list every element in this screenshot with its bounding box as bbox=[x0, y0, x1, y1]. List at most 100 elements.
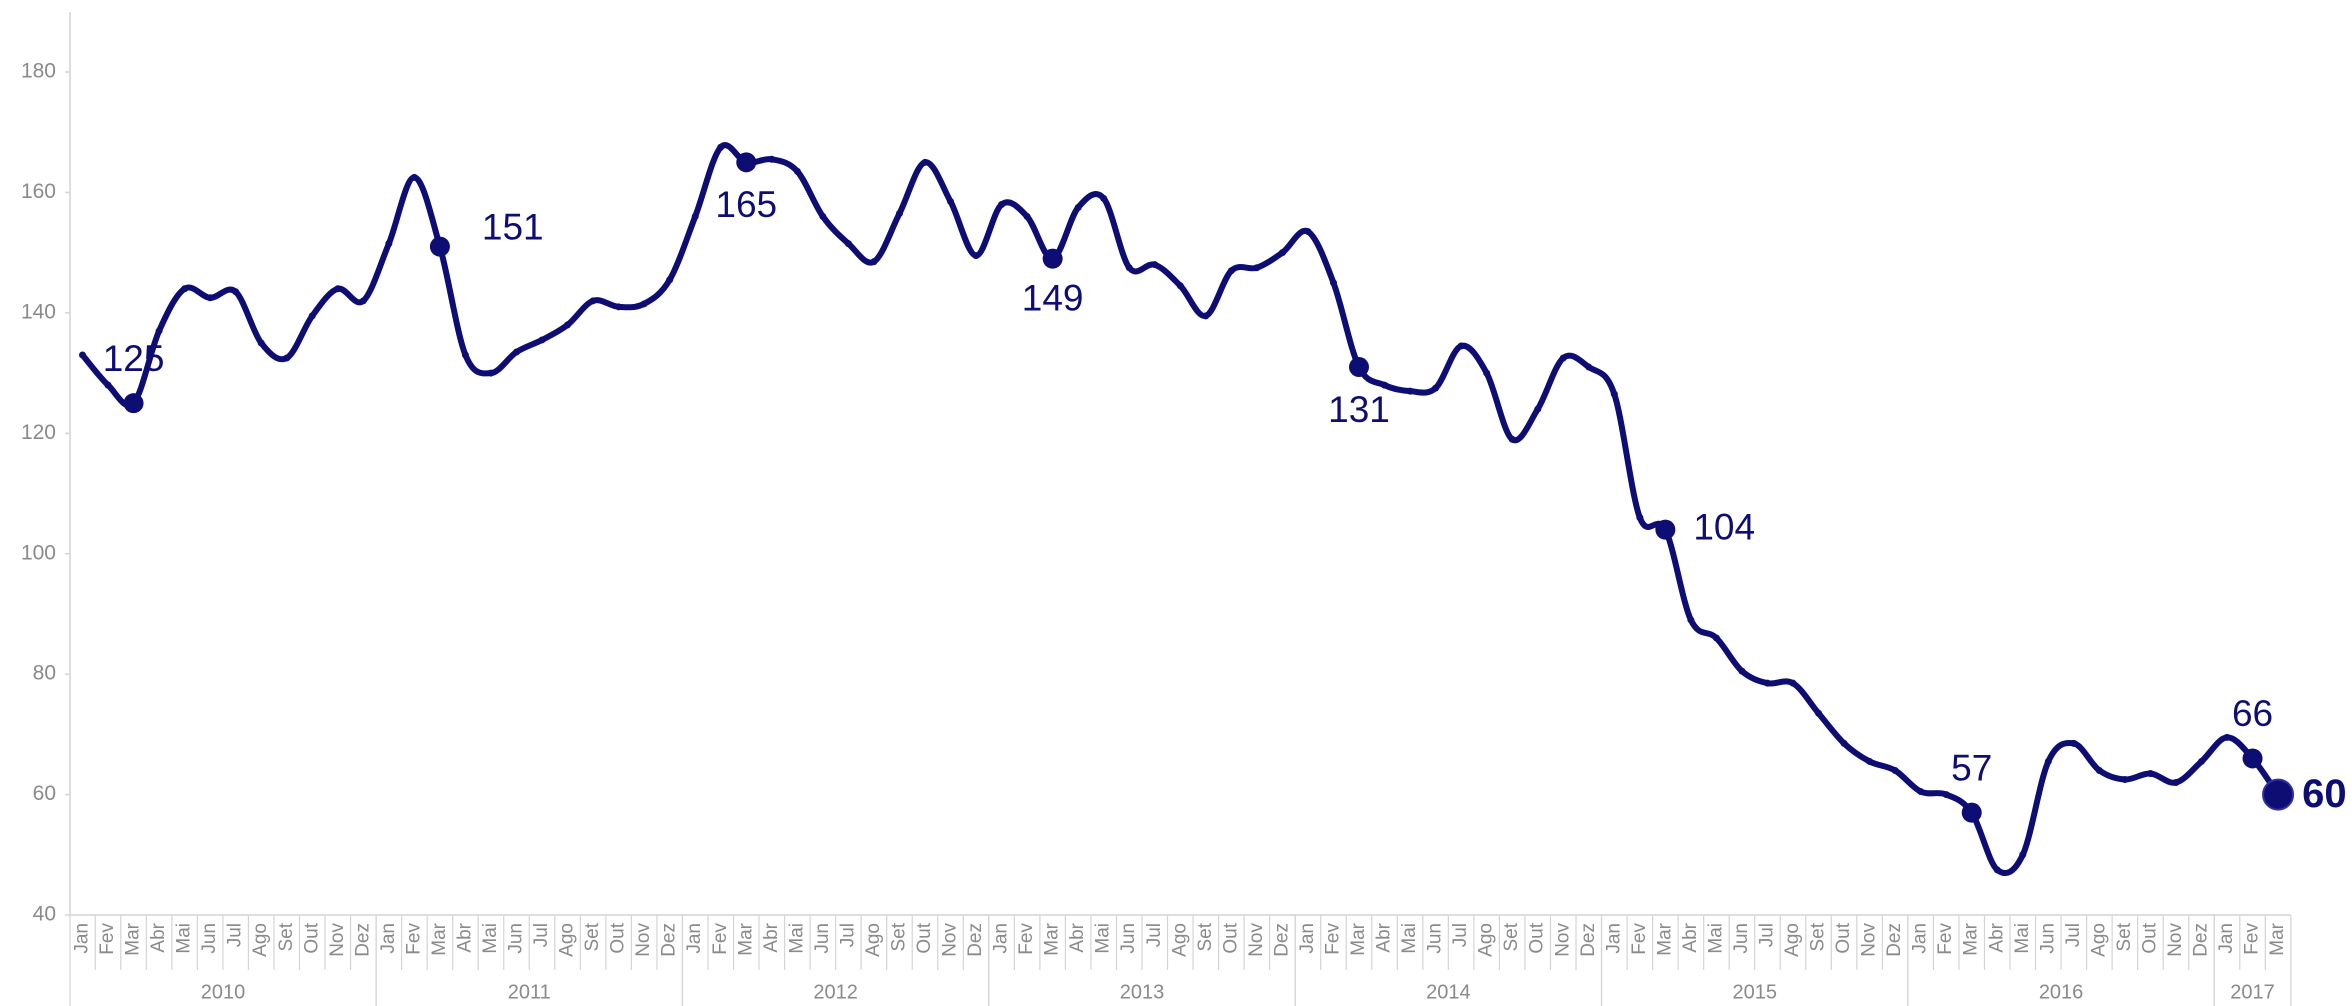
point bbox=[2262, 778, 2295, 811]
point bbox=[1349, 357, 1369, 378]
point bbox=[206, 294, 214, 302]
point bbox=[308, 312, 316, 320]
x-tick-label: Out bbox=[301, 922, 322, 953]
point bbox=[1585, 363, 1593, 371]
year-label: 2017 bbox=[2230, 981, 2275, 1003]
x-tick-label: Dez bbox=[1578, 923, 1599, 957]
point bbox=[123, 393, 144, 414]
x-tick-label: Out bbox=[1527, 922, 1548, 953]
point bbox=[1278, 249, 1286, 257]
x-tick-label: Jul bbox=[2063, 923, 2084, 947]
x-tick-label: Nov bbox=[1246, 923, 1267, 957]
x-tick-label: Abr bbox=[1374, 922, 1395, 952]
y-tick-label: 180 bbox=[21, 60, 56, 83]
x-tick-label: Ago bbox=[863, 923, 884, 957]
point bbox=[1074, 203, 1082, 211]
point bbox=[2146, 769, 2154, 777]
data-label: 57 bbox=[1951, 747, 1992, 788]
point bbox=[717, 143, 725, 151]
point bbox=[768, 155, 776, 163]
x-tick-label: Abr bbox=[1680, 922, 1701, 952]
point bbox=[1636, 514, 1644, 522]
y-tick-label: 140 bbox=[21, 300, 56, 323]
point bbox=[410, 173, 418, 181]
x-tick-label: Fev bbox=[1322, 923, 1343, 955]
point bbox=[1815, 709, 1823, 717]
point bbox=[1253, 264, 1261, 272]
point bbox=[1789, 679, 1797, 687]
x-tick-label: Abr bbox=[148, 922, 169, 952]
x-tick-label: Out bbox=[1220, 922, 1241, 953]
point bbox=[1763, 679, 1771, 687]
x-tick-label: Fev bbox=[1629, 923, 1650, 955]
x-tick-label: Jan bbox=[1910, 923, 1931, 954]
x-tick-label: Out bbox=[914, 922, 935, 953]
data-label: 66 bbox=[2232, 693, 2273, 734]
x-tick-label: Mar bbox=[1042, 922, 1063, 955]
point bbox=[1534, 405, 1542, 413]
y-tick-label: 160 bbox=[21, 180, 56, 203]
point bbox=[1381, 381, 1389, 389]
y-tick-label: 80 bbox=[33, 662, 56, 685]
data-label: 125 bbox=[103, 338, 165, 379]
point bbox=[155, 327, 163, 335]
x-tick-label: Jan bbox=[684, 923, 705, 954]
point bbox=[691, 213, 699, 221]
x-tick-label: Jun bbox=[506, 923, 527, 954]
data-label: 104 bbox=[1693, 506, 1755, 547]
data-label: 149 bbox=[1022, 277, 1084, 318]
year-label: 2012 bbox=[813, 981, 858, 1003]
point bbox=[1100, 194, 1108, 202]
y-tick-label: 120 bbox=[21, 421, 56, 444]
point bbox=[972, 252, 980, 260]
point bbox=[257, 339, 265, 347]
x-tick-label: Jul bbox=[1756, 923, 1777, 947]
year-label: 2015 bbox=[1732, 981, 1777, 1003]
x-tick-label: Mar bbox=[735, 922, 756, 955]
point bbox=[736, 152, 757, 173]
point bbox=[2121, 776, 2129, 784]
point bbox=[1042, 248, 1063, 269]
point bbox=[538, 336, 546, 344]
x-tick-label: Dez bbox=[1884, 923, 1905, 957]
x-tick-label: Jun bbox=[1118, 923, 1139, 954]
x-tick-label: Jun bbox=[812, 923, 833, 954]
point bbox=[589, 297, 597, 305]
data-label: 151 bbox=[482, 206, 544, 247]
x-tick-label: Mar bbox=[1348, 922, 1369, 955]
x-tick-label: Mai bbox=[2012, 923, 2033, 954]
data-label: 131 bbox=[1328, 389, 1390, 430]
x-tick-label: Set bbox=[582, 922, 603, 951]
x-tick-label: Jun bbox=[2037, 923, 2058, 954]
point bbox=[870, 258, 878, 266]
x-tick-label: Mai bbox=[786, 923, 807, 954]
year-label: 2014 bbox=[1426, 981, 1471, 1003]
x-tick-label: Ago bbox=[2088, 923, 2109, 957]
point bbox=[1942, 791, 1950, 799]
point bbox=[1840, 739, 1848, 747]
point bbox=[1176, 282, 1184, 290]
x-tick-label: Jul bbox=[531, 923, 552, 947]
point bbox=[666, 276, 674, 284]
point bbox=[1712, 634, 1720, 642]
point bbox=[1151, 261, 1159, 269]
x-tick-label: Jan bbox=[2216, 923, 2237, 954]
point bbox=[2242, 748, 2263, 769]
point bbox=[2095, 766, 2103, 774]
point bbox=[2070, 739, 2078, 747]
x-tick-label: Mai bbox=[1399, 923, 1420, 954]
x-tick-label: Jun bbox=[1731, 923, 1752, 954]
x-tick-label: Jun bbox=[199, 923, 220, 954]
x-tick-label: Out bbox=[608, 922, 629, 953]
point bbox=[1917, 788, 1925, 796]
x-tick-label: Mar bbox=[1961, 922, 1982, 955]
point bbox=[1655, 519, 1676, 540]
x-tick-label: Dez bbox=[965, 923, 986, 957]
x-tick-label: Ago bbox=[250, 923, 271, 957]
x-tick-label: Out bbox=[2139, 922, 2160, 953]
point bbox=[283, 354, 291, 362]
point bbox=[615, 303, 623, 311]
point bbox=[998, 200, 1006, 208]
x-tick-label: Fev bbox=[1935, 923, 1956, 955]
